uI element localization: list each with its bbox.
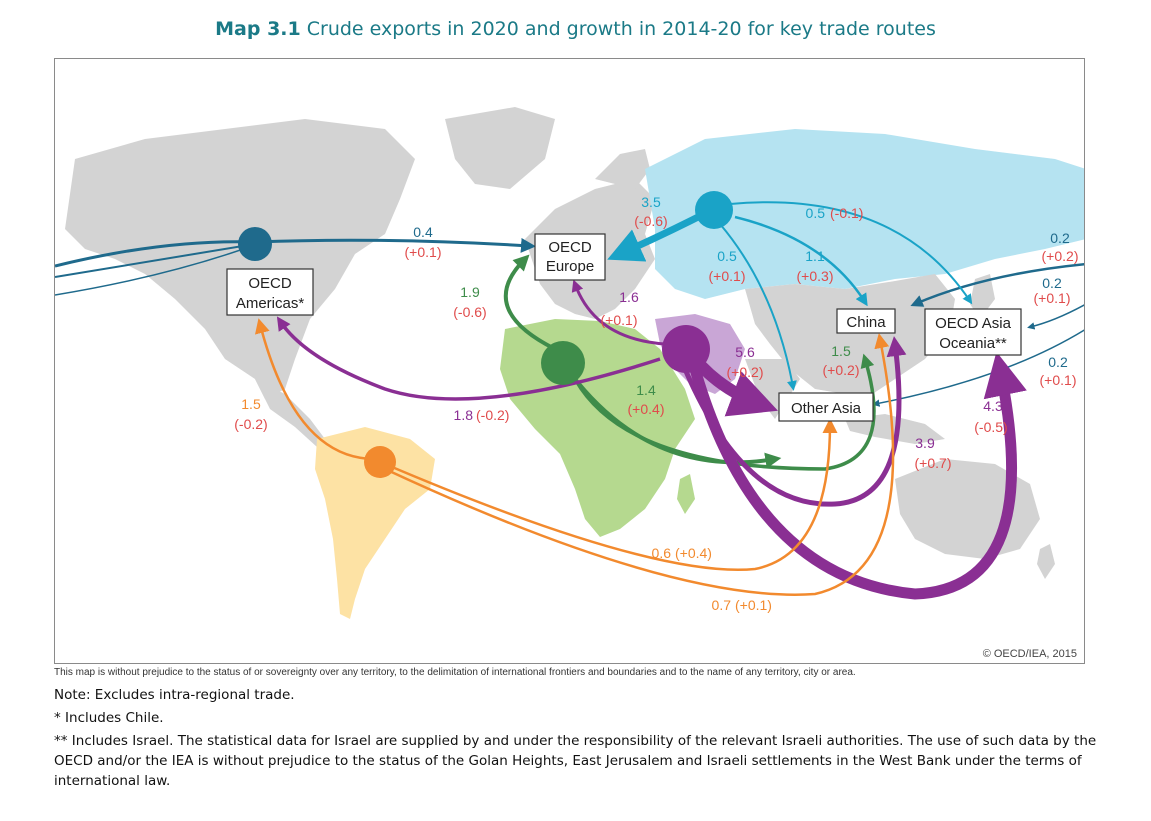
label-africa-china-growth: (+0.2) (823, 362, 860, 378)
map-disclaimer: This map is without prejudice to the sta… (54, 667, 856, 678)
svg-text:OECD Asia: OECD Asia (935, 315, 1012, 332)
map-title-prefix: Map 3.1 (215, 18, 301, 40)
label-latam-americas-value: 1.5 (241, 396, 261, 412)
flow-latam-other-asia (384, 418, 838, 571)
svg-text:China: China (846, 314, 886, 331)
origin-africa (541, 341, 585, 385)
world-map: OECD Americas* OECD Europe China OECD As… (55, 107, 1084, 660)
flow-americas-china (910, 262, 1084, 307)
label-africa-other-asia-value: 1.4 (636, 382, 656, 398)
flow-latam-china (384, 333, 895, 596)
label-africa-europe-growth: (-0.6) (453, 304, 486, 320)
origin-middle-east (662, 325, 710, 373)
svg-text:Europe: Europe (546, 258, 594, 275)
flow-russia-china (734, 215, 868, 307)
label-americas-other-asia-growth: (+0.1) (1040, 372, 1077, 388)
svg-text:OECD: OECD (248, 275, 292, 292)
label-mideast-china-value: 3.9 (915, 435, 935, 451)
label-mideast-americas-growth: (-0.2) (476, 407, 509, 423)
flow-mideast-oecd-asia (689, 351, 1027, 600)
label-mideast-china-growth: (+0.7) (915, 455, 952, 471)
label-africa-europe-value: 1.9 (460, 284, 480, 300)
label-mideast-oecd-asia-value: 4.3 (983, 398, 1003, 414)
label-mideast-other-asia-value: 5.6 (735, 344, 755, 360)
flow-mideast-americas (276, 316, 661, 401)
label-americas-europe-value: 0.4 (413, 224, 433, 240)
label-americas-china-growth: (+0.1) (1034, 290, 1071, 306)
region-box-oecd-europe: OECD Europe (534, 233, 606, 281)
region-box-oecd-asia-oceania: OECD Asia Oceania** (924, 308, 1022, 356)
label-russia-oecd-asia-value: 0.5 (806, 205, 826, 221)
flow-russia-oecd-asia (729, 201, 973, 305)
label-russia-china-growth: (+0.3) (797, 268, 834, 284)
label-latam-other-asia-value: 0.6 (652, 545, 672, 561)
label-russia-china-value: 1.1 (805, 248, 825, 264)
label-russia-europe-value: 3.5 (641, 194, 661, 210)
label-americas-china-value: 0.2 (1042, 275, 1062, 291)
label-russia-europe-growth: (-0.6) (634, 213, 667, 229)
svg-text:Americas*: Americas* (236, 295, 305, 312)
flow-russia-other-asia (719, 223, 797, 391)
label-russia-oecd-asia-growth: (-0.1) (830, 205, 863, 221)
region-box-oecd-americas: OECD Americas* (226, 268, 314, 316)
label-americas-oecd-asia-growth: (+0.2) (1042, 248, 1079, 264)
flow-mideast-europe (571, 279, 666, 346)
label-latam-other-asia-growth: (+0.4) (675, 545, 712, 561)
label-americas-europe-growth: (+0.1) (405, 244, 442, 260)
asia-land (745, 274, 955, 399)
label-russia-other-asia-value: 0.5 (717, 248, 737, 264)
australia-land (895, 459, 1040, 559)
south-america-land (315, 427, 435, 619)
note-intra-regional: Note: Excludes intra-regional trade. (54, 687, 295, 703)
label-latam-americas-growth: (-0.2) (234, 416, 267, 432)
north-america-land (65, 119, 415, 399)
origin-americas (238, 227, 272, 261)
map-frame: OECD Americas* OECD Europe China OECD As… (54, 58, 1085, 664)
label-africa-china-value: 1.5 (831, 343, 851, 359)
label-latam-china-growth: (+0.1) (735, 597, 772, 613)
label-mideast-europe-growth: (+0.1) (601, 312, 638, 328)
label-americas-oecd-asia-value: 0.2 (1050, 230, 1070, 246)
origin-russia (695, 191, 733, 229)
svg-text:OECD: OECD (548, 239, 592, 256)
label-americas-other-asia-value: 0.2 (1048, 354, 1068, 370)
label-mideast-europe-value: 1.6 (619, 289, 639, 305)
region-box-china: China (836, 308, 896, 334)
flow-latam-americas (255, 318, 376, 461)
label-latam-china-value: 0.7 (712, 597, 732, 613)
copyright-notice: © OECD/IEA, 2015 (983, 648, 1077, 660)
russia-land (645, 129, 1084, 299)
label-africa-other-asia-growth: (+0.4) (628, 401, 665, 417)
map-title-text: Crude exports in 2020 and growth in 2014… (306, 18, 936, 40)
label-mideast-americas-value: 1.8 (454, 407, 474, 423)
region-box-other-asia: Other Asia (778, 392, 874, 422)
svg-text:Oceania**: Oceania** (939, 335, 1007, 352)
origin-latin-america (364, 446, 396, 478)
flow-africa-europe (503, 254, 556, 351)
note-chile: * Includes Chile. (54, 710, 164, 726)
svg-text:Other Asia: Other Asia (791, 400, 862, 417)
label-mideast-oecd-asia-growth: (-0.5) (974, 419, 1007, 435)
flow-labels: 0.4 (+0.1) 3.5 (-0.6) 0.5 (-0.1) 0.5 (+0… (234, 194, 1078, 613)
label-russia-other-asia-growth: (+0.1) (709, 268, 746, 284)
label-mideast-other-asia-growth: (+0.2) (727, 364, 764, 380)
note-israel: ** Includes Israel. The statistical data… (54, 733, 1097, 789)
map-title: Map 3.1 Crude exports in 2020 and growth … (0, 18, 1151, 40)
